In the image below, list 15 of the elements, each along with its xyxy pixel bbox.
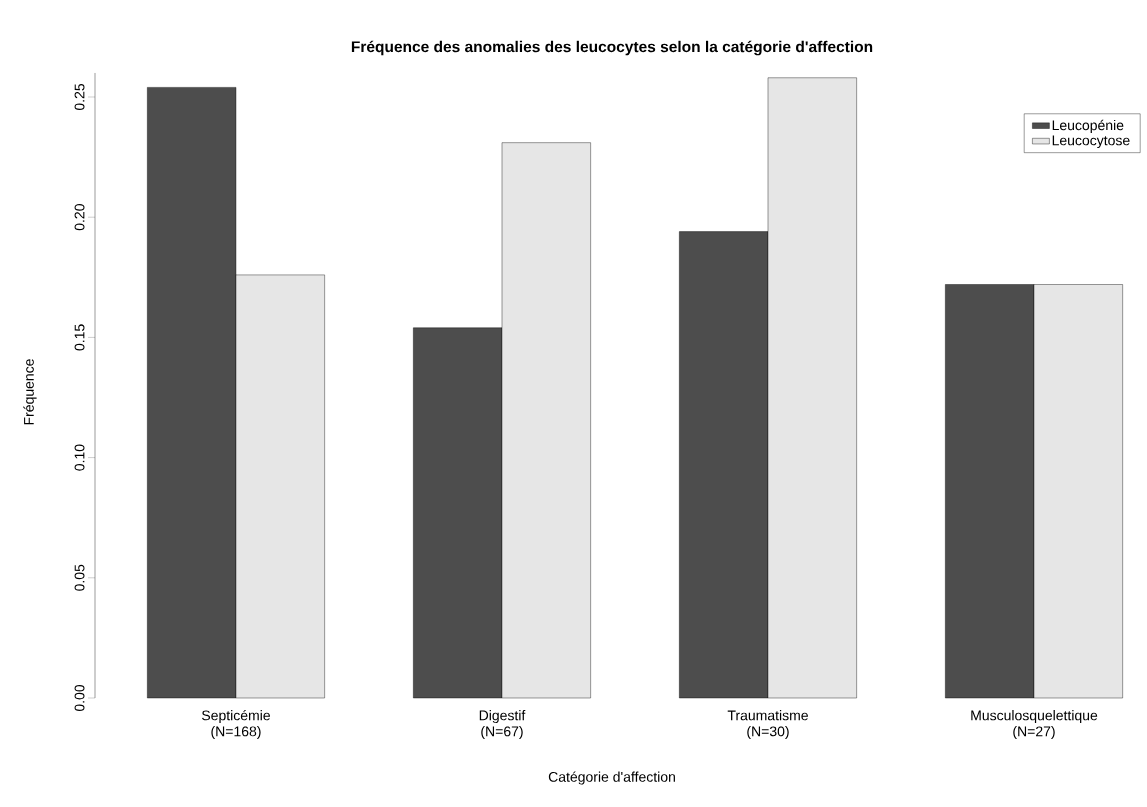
y-tick-label: 0.15 (74, 324, 85, 351)
y-axis-title: Fréquence (23, 359, 37, 425)
x-tick-label: Traumatisme (N=30) (727, 710, 808, 740)
chart-title: Fréquence des anomalies des leucocytes selon la catégorie d'affection (351, 40, 873, 56)
y-tick-label: 0.10 (74, 444, 85, 471)
y-tick-label: 0.20 (74, 204, 85, 231)
x-tick-label: Digestif (N=67) (479, 710, 526, 740)
y-tick-label: 0.00 (74, 684, 85, 712)
x-tick-label: Septicémie (N=168) (202, 709, 270, 740)
x-axis-title: Catégorie d'affection (548, 771, 675, 785)
y-tick-label: 0.05 (74, 564, 85, 591)
y-tick-label: 0.25 (74, 83, 85, 111)
legend-label: Leucopénie (1052, 119, 1124, 133)
x-tick-label: Musculosquelettique (N=27) (971, 710, 1098, 740)
legend-label: Leucocytose (1052, 135, 1130, 149)
